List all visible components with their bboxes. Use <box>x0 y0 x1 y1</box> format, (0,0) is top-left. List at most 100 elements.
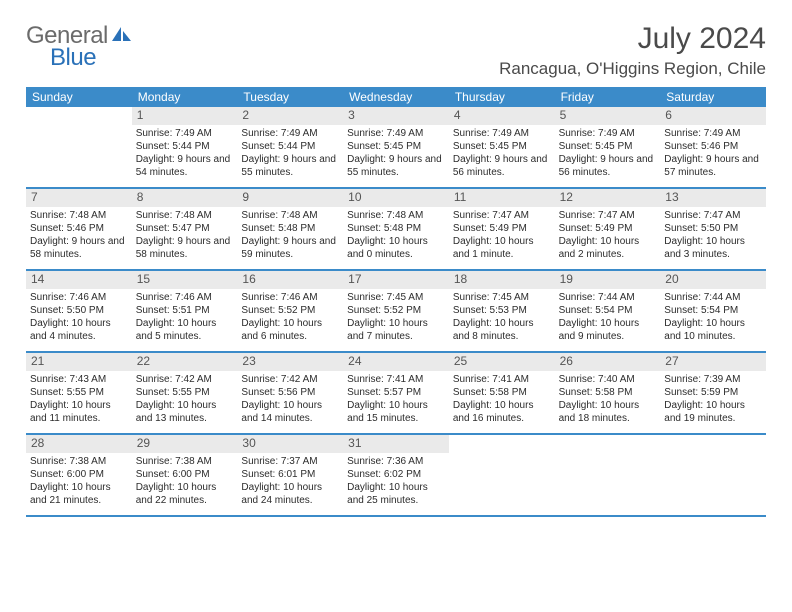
sunrise-text: Sunrise: 7:47 AM <box>664 209 762 222</box>
day-number: 9 <box>237 189 343 207</box>
weekday-saturday: Saturday <box>660 87 766 107</box>
sunrise-text: Sunrise: 7:44 AM <box>559 291 657 304</box>
daylight-text: Daylight: 10 hours and 6 minutes. <box>241 317 339 343</box>
sunset-text: Sunset: 5:52 PM <box>347 304 445 317</box>
daylight-text: Daylight: 10 hours and 15 minutes. <box>347 399 445 425</box>
daylight-text: Daylight: 10 hours and 18 minutes. <box>559 399 657 425</box>
day-body: Sunrise: 7:49 AMSunset: 5:45 PMDaylight:… <box>555 125 661 183</box>
sunrise-text: Sunrise: 7:40 AM <box>559 373 657 386</box>
day-body: Sunrise: 7:38 AMSunset: 6:00 PMDaylight:… <box>26 453 132 511</box>
sunrise-text: Sunrise: 7:48 AM <box>30 209 128 222</box>
day-body: Sunrise: 7:43 AMSunset: 5:55 PMDaylight:… <box>26 371 132 429</box>
day-body: Sunrise: 7:46 AMSunset: 5:50 PMDaylight:… <box>26 289 132 347</box>
day-number: 26 <box>555 353 661 371</box>
week-row: 28Sunrise: 7:38 AMSunset: 6:00 PMDayligh… <box>26 435 766 517</box>
day-number: 19 <box>555 271 661 289</box>
day-cell: 19Sunrise: 7:44 AMSunset: 5:54 PMDayligh… <box>555 271 661 351</box>
sunrise-text: Sunrise: 7:49 AM <box>559 127 657 140</box>
sunset-text: Sunset: 5:53 PM <box>453 304 551 317</box>
day-number: 25 <box>449 353 555 371</box>
daylight-text: Daylight: 10 hours and 25 minutes. <box>347 481 445 507</box>
day-body: Sunrise: 7:47 AMSunset: 5:49 PMDaylight:… <box>555 207 661 265</box>
weekday-sunday: Sunday <box>26 87 132 107</box>
day-number: 21 <box>26 353 132 371</box>
sunset-text: Sunset: 5:52 PM <box>241 304 339 317</box>
sunset-text: Sunset: 5:45 PM <box>453 140 551 153</box>
daylight-text: Daylight: 9 hours and 54 minutes. <box>136 153 234 179</box>
day-cell: 1Sunrise: 7:49 AMSunset: 5:44 PMDaylight… <box>132 107 238 187</box>
day-body: Sunrise: 7:40 AMSunset: 5:58 PMDaylight:… <box>555 371 661 429</box>
sunrise-text: Sunrise: 7:46 AM <box>136 291 234 304</box>
sunset-text: Sunset: 5:54 PM <box>664 304 762 317</box>
logo-blue: Blue <box>50 44 96 71</box>
sunset-text: Sunset: 5:49 PM <box>453 222 551 235</box>
day-body: Sunrise: 7:42 AMSunset: 5:55 PMDaylight:… <box>132 371 238 429</box>
sunrise-text: Sunrise: 7:48 AM <box>241 209 339 222</box>
weekday-tuesday: Tuesday <box>237 87 343 107</box>
sunrise-text: Sunrise: 7:49 AM <box>453 127 551 140</box>
sunrise-text: Sunrise: 7:38 AM <box>30 455 128 468</box>
sunrise-text: Sunrise: 7:49 AM <box>347 127 445 140</box>
daylight-text: Daylight: 9 hours and 59 minutes. <box>241 235 339 261</box>
day-cell: 15Sunrise: 7:46 AMSunset: 5:51 PMDayligh… <box>132 271 238 351</box>
day-body: Sunrise: 7:48 AMSunset: 5:48 PMDaylight:… <box>343 207 449 265</box>
day-number: 28 <box>26 435 132 453</box>
location: Rancagua, O'Higgins Region, Chile <box>499 59 766 79</box>
day-number: 24 <box>343 353 449 371</box>
sunrise-text: Sunrise: 7:45 AM <box>347 291 445 304</box>
daylight-text: Daylight: 10 hours and 22 minutes. <box>136 481 234 507</box>
day-cell: 29Sunrise: 7:38 AMSunset: 6:00 PMDayligh… <box>132 435 238 515</box>
day-body: Sunrise: 7:44 AMSunset: 5:54 PMDaylight:… <box>660 289 766 347</box>
sunset-text: Sunset: 5:50 PM <box>30 304 128 317</box>
day-body: Sunrise: 7:38 AMSunset: 6:00 PMDaylight:… <box>132 453 238 511</box>
daylight-text: Daylight: 9 hours and 56 minutes. <box>453 153 551 179</box>
day-cell: 24Sunrise: 7:41 AMSunset: 5:57 PMDayligh… <box>343 353 449 433</box>
sunrise-text: Sunrise: 7:44 AM <box>664 291 762 304</box>
daylight-text: Daylight: 10 hours and 13 minutes. <box>136 399 234 425</box>
sunset-text: Sunset: 5:45 PM <box>347 140 445 153</box>
day-body: Sunrise: 7:49 AMSunset: 5:44 PMDaylight:… <box>237 125 343 183</box>
daylight-text: Daylight: 9 hours and 58 minutes. <box>136 235 234 261</box>
title-block: July 2024 Rancagua, O'Higgins Region, Ch… <box>499 22 766 79</box>
sunset-text: Sunset: 5:51 PM <box>136 304 234 317</box>
daylight-text: Daylight: 10 hours and 3 minutes. <box>664 235 762 261</box>
sunset-text: Sunset: 5:59 PM <box>664 386 762 399</box>
sunrise-text: Sunrise: 7:38 AM <box>136 455 234 468</box>
weeks-container: .1Sunrise: 7:49 AMSunset: 5:44 PMDayligh… <box>26 107 766 517</box>
day-body: Sunrise: 7:49 AMSunset: 5:45 PMDaylight:… <box>449 125 555 183</box>
day-body: Sunrise: 7:41 AMSunset: 5:58 PMDaylight:… <box>449 371 555 429</box>
day-cell: 10Sunrise: 7:48 AMSunset: 5:48 PMDayligh… <box>343 189 449 269</box>
day-cell: 4Sunrise: 7:49 AMSunset: 5:45 PMDaylight… <box>449 107 555 187</box>
day-number: 20 <box>660 271 766 289</box>
day-cell: 9Sunrise: 7:48 AMSunset: 5:48 PMDaylight… <box>237 189 343 269</box>
sunset-text: Sunset: 6:00 PM <box>30 468 128 481</box>
daylight-text: Daylight: 10 hours and 10 minutes. <box>664 317 762 343</box>
sunset-text: Sunset: 5:45 PM <box>559 140 657 153</box>
daylight-text: Daylight: 10 hours and 7 minutes. <box>347 317 445 343</box>
day-number: 14 <box>26 271 132 289</box>
day-body: Sunrise: 7:48 AMSunset: 5:46 PMDaylight:… <box>26 207 132 265</box>
day-cell: 27Sunrise: 7:39 AMSunset: 5:59 PMDayligh… <box>660 353 766 433</box>
day-cell: 13Sunrise: 7:47 AMSunset: 5:50 PMDayligh… <box>660 189 766 269</box>
day-body: Sunrise: 7:37 AMSunset: 6:01 PMDaylight:… <box>237 453 343 511</box>
header: General Blue July 2024 Rancagua, O'Higgi… <box>26 22 766 79</box>
day-cell: 12Sunrise: 7:47 AMSunset: 5:49 PMDayligh… <box>555 189 661 269</box>
sunset-text: Sunset: 5:55 PM <box>136 386 234 399</box>
day-cell: 11Sunrise: 7:47 AMSunset: 5:49 PMDayligh… <box>449 189 555 269</box>
day-body: Sunrise: 7:47 AMSunset: 5:50 PMDaylight:… <box>660 207 766 265</box>
day-cell: 20Sunrise: 7:44 AMSunset: 5:54 PMDayligh… <box>660 271 766 351</box>
daylight-text: Daylight: 10 hours and 16 minutes. <box>453 399 551 425</box>
sunset-text: Sunset: 5:56 PM <box>241 386 339 399</box>
sunrise-text: Sunrise: 7:39 AM <box>664 373 762 386</box>
sunrise-text: Sunrise: 7:41 AM <box>453 373 551 386</box>
daylight-text: Daylight: 10 hours and 2 minutes. <box>559 235 657 261</box>
daylight-text: Daylight: 10 hours and 8 minutes. <box>453 317 551 343</box>
sunrise-text: Sunrise: 7:37 AM <box>241 455 339 468</box>
sunrise-text: Sunrise: 7:42 AM <box>136 373 234 386</box>
weekday-wednesday: Wednesday <box>343 87 449 107</box>
day-cell: 25Sunrise: 7:41 AMSunset: 5:58 PMDayligh… <box>449 353 555 433</box>
sunrise-text: Sunrise: 7:49 AM <box>241 127 339 140</box>
day-body: Sunrise: 7:46 AMSunset: 5:52 PMDaylight:… <box>237 289 343 347</box>
daylight-text: Daylight: 9 hours and 58 minutes. <box>30 235 128 261</box>
month-title: July 2024 <box>499 22 766 56</box>
